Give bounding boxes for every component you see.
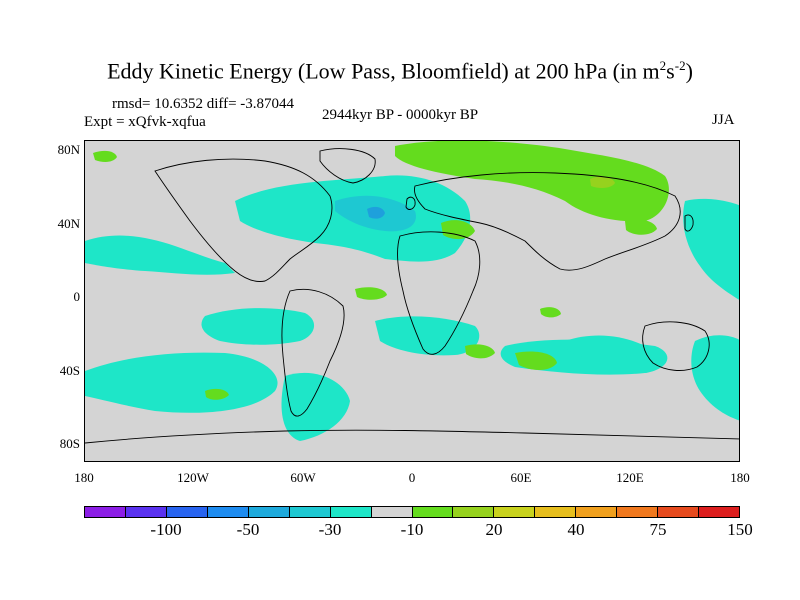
coast-australia	[642, 321, 710, 371]
colorbar-label: 40	[567, 520, 585, 539]
season-label: JJA	[712, 112, 735, 128]
x-tick-0: 0	[408, 470, 416, 485]
colorbar-cell	[494, 507, 536, 517]
pos-region-south-pacific-patch	[205, 388, 229, 400]
colorbar-cell	[453, 507, 495, 517]
coast-africa	[396, 231, 481, 355]
map-title: Eddy Kinetic Energy (Low Pass, Bloomfiel…	[107, 58, 693, 84]
x-tick-180w: 180	[74, 470, 94, 485]
pos-region-mediterranean	[441, 220, 475, 240]
pos-region-siberia	[590, 176, 615, 188]
y-tick-40s: 40S	[59, 363, 80, 378]
pos-region-arctic-west	[93, 150, 117, 162]
y-tick-80s: 80S	[59, 436, 80, 451]
map-svg	[85, 141, 739, 444]
colorbar-cell	[617, 507, 659, 517]
positive-anomaly-regions	[93, 141, 669, 400]
colorbar	[84, 506, 740, 518]
colorbar-cell	[248, 507, 290, 517]
colorbar-cell	[289, 507, 331, 517]
y-tick-0: 0	[73, 289, 81, 304]
period-label: 2944kyr BP - 0000kyr BP	[322, 107, 479, 123]
colorbar-cell	[535, 507, 577, 517]
x-tick-120w: 120W	[177, 470, 209, 485]
x-tick-60e: 60E	[510, 470, 532, 485]
colorbar-label: -10	[400, 520, 424, 539]
x-tick-60w: 60W	[290, 470, 316, 485]
coast-south-america	[281, 288, 345, 417]
neg-region-southwest-pacific	[564, 335, 645, 360]
colorbar-cell	[658, 507, 700, 517]
coast-antarctica	[85, 429, 739, 444]
colorbar-cell	[125, 507, 167, 517]
map-plot-area	[84, 140, 740, 462]
pos-region-equatorial-atlantic	[355, 287, 387, 300]
rmsd-label: rmsd= 10.6352 diff= -3.87044	[112, 96, 295, 112]
coast-japan	[684, 214, 694, 232]
neg-region-east-pacific-south	[691, 335, 739, 421]
colorbar-cell	[207, 507, 249, 517]
colorbar-cell	[412, 507, 454, 517]
pos-region-south-atlantic-east	[465, 344, 495, 359]
y-tick-40n: 40N	[57, 216, 80, 231]
coastlines	[85, 148, 739, 444]
neg-region-west-pacific	[683, 198, 739, 300]
colorbar-label: 75	[649, 520, 667, 539]
neg-region-north-pacific	[85, 235, 235, 275]
colorbar-cell	[576, 507, 618, 517]
y-tick-80n: 80N	[57, 142, 80, 157]
colorbar-label: -50	[236, 520, 260, 539]
neg-region-south-pacific	[85, 352, 278, 413]
neg-region-south-atlantic	[375, 316, 480, 356]
colorbar-cell	[371, 507, 413, 517]
x-tick-120e: 120E	[616, 470, 644, 485]
neg-region-southern-ocean	[281, 372, 350, 441]
neg-region-atlantic-dark	[367, 206, 385, 219]
coast-uk	[405, 196, 416, 210]
colorbar-label: 20	[485, 520, 503, 539]
colorbar-cell	[85, 507, 126, 517]
colorbar-cell	[699, 507, 739, 517]
colorbar-label: -100	[150, 520, 182, 539]
pos-region-far-east	[625, 219, 657, 235]
colorbar-label: 150	[727, 520, 753, 539]
colorbar-label: -30	[318, 520, 342, 539]
neg-region-southeast-pacific	[201, 308, 315, 345]
pos-region-arctic-eurasia	[395, 141, 669, 222]
x-tick-180e: 180	[730, 470, 750, 485]
colorbar-cell	[330, 507, 372, 517]
pos-region-south-indian	[515, 351, 557, 370]
coast-north-america	[154, 158, 333, 282]
colorbar-cell	[166, 507, 208, 517]
pos-region-indian-patch	[540, 307, 561, 318]
coast-greenland	[319, 148, 376, 184]
experiment-label: Expt = xQfvk-xqfua	[84, 114, 206, 130]
coast-eurasia	[414, 172, 681, 271]
